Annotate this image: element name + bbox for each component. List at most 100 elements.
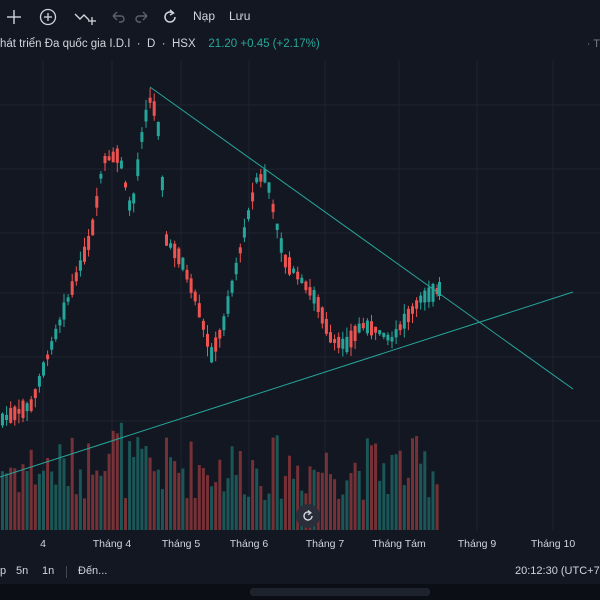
volume-bar-85 xyxy=(349,473,353,530)
candle-body-100 xyxy=(411,306,414,314)
redo-icon[interactable] xyxy=(130,5,154,29)
price-chart[interactable] xyxy=(0,60,600,530)
volume-bar-61 xyxy=(251,460,255,530)
crosshair-icon[interactable] xyxy=(2,5,26,29)
volume-bar-75 xyxy=(308,466,312,530)
volume-bar-96 xyxy=(394,454,398,530)
candle-body-69 xyxy=(283,254,287,268)
candle-body-95 xyxy=(390,337,394,342)
volume-bar-28 xyxy=(115,433,119,530)
candle-body-43 xyxy=(177,248,181,265)
volume-bar-95 xyxy=(390,454,394,530)
volume-bar-4 xyxy=(17,492,21,530)
candle-body-55 xyxy=(226,296,230,314)
save-button[interactable]: Lưu xyxy=(229,9,251,23)
volume-bar-60 xyxy=(247,496,250,530)
x-label-1: Tháng 4 xyxy=(92,538,132,550)
volume-bar-98 xyxy=(402,485,406,530)
candle-body-65 xyxy=(267,182,271,193)
volume-bar-90 xyxy=(370,445,373,530)
volume-bar-103 xyxy=(423,451,427,530)
symbol-name[interactable]: hát triển Đa quốc gia I.D.I xyxy=(0,38,131,50)
volume-bar-104 xyxy=(427,497,431,530)
volume-bar-7 xyxy=(29,449,33,530)
volume-bar-24 xyxy=(99,475,103,530)
candle-body-60 xyxy=(247,210,250,220)
candle-body-last xyxy=(438,282,441,296)
candle-body-12 xyxy=(50,341,54,350)
range-5d[interactable]: 5n xyxy=(16,565,29,577)
candle-body-73 xyxy=(300,277,304,284)
candle-body-78 xyxy=(320,307,324,324)
volume-bar-52 xyxy=(214,482,218,530)
candle-body-61 xyxy=(251,192,255,202)
candle-body-41 xyxy=(169,243,173,248)
candle-body-46 xyxy=(189,278,193,293)
candle-body-70 xyxy=(288,257,291,275)
interval[interactable]: D xyxy=(147,38,156,50)
reload-icon[interactable] xyxy=(158,5,182,29)
volume-bar-48 xyxy=(197,465,201,530)
volume-bar-2 xyxy=(9,467,13,530)
indicator-icon[interactable] xyxy=(72,5,100,29)
candle-body-45 xyxy=(185,269,189,280)
candle-body-83 xyxy=(341,338,345,349)
plus-circle-icon[interactable] xyxy=(36,5,60,29)
candle-body-102 xyxy=(419,295,423,303)
volume-bar-92 xyxy=(378,480,382,530)
volume-bar-50 xyxy=(206,475,209,530)
candle-body-93 xyxy=(382,332,386,337)
candle-body-24 xyxy=(99,173,103,179)
chart-grid xyxy=(0,60,600,530)
candle-body-10 xyxy=(42,362,45,376)
range-1d[interactable]: p xyxy=(0,565,7,577)
range-1n[interactable]: 1n xyxy=(42,565,55,577)
volume-bar-38 xyxy=(156,469,160,530)
x-label-2: Tháng 5 xyxy=(161,538,201,550)
volume-bar-10 xyxy=(42,470,45,530)
volume-bar-20 xyxy=(83,498,86,530)
candle-body-51 xyxy=(210,347,214,363)
volume-bar-29 xyxy=(119,422,123,530)
candle-body-79 xyxy=(324,318,328,334)
candle-body-62 xyxy=(255,177,259,183)
candle-body-80 xyxy=(329,332,332,343)
candle-body-94 xyxy=(386,334,390,341)
undo-icon[interactable] xyxy=(106,5,130,29)
goto-date-button[interactable]: Đến... xyxy=(78,565,108,577)
candle-body-56 xyxy=(230,280,234,293)
volume-bar-46 xyxy=(189,441,193,530)
replay-button[interactable] xyxy=(296,504,320,528)
volume-bar-93 xyxy=(382,463,386,530)
candle-body-68 xyxy=(279,238,283,253)
volume-bar-63 xyxy=(259,485,263,530)
volume-bar-54 xyxy=(222,491,226,530)
candle-body-9 xyxy=(37,376,41,387)
x-label-3: Tháng 6 xyxy=(229,538,269,550)
volume-bar-62 xyxy=(255,468,259,530)
candle-body-82 xyxy=(337,336,341,348)
candle-body-6 xyxy=(25,403,29,412)
volume-bar-23 xyxy=(95,470,99,530)
candle-body-48 xyxy=(197,303,201,318)
candle-body-35 xyxy=(144,109,148,122)
volume-bar-58 xyxy=(238,450,242,530)
volume-bar-87 xyxy=(357,470,361,530)
volume-bar-56 xyxy=(230,446,234,530)
load-button[interactable]: Nạp xyxy=(193,9,216,23)
volume-bar-15 xyxy=(62,458,66,530)
volume-bar-55 xyxy=(226,478,230,530)
candle-body-47 xyxy=(193,291,197,302)
symbol-legend: hát triển Đa quốc gia I.D.I · D · HSX 21… xyxy=(0,38,320,50)
volume-bar-88 xyxy=(361,499,365,530)
candle-body-92 xyxy=(378,330,382,335)
legend-more-text: T xyxy=(593,38,600,50)
volume-bar-86 xyxy=(353,462,357,530)
legend-more[interactable]: · T xyxy=(586,38,600,50)
candle-body-19 xyxy=(78,260,82,271)
volume-bar-35 xyxy=(144,446,148,530)
volume-bar-18 xyxy=(74,494,78,530)
candle-body-98 xyxy=(402,313,406,329)
volume-bar-0 xyxy=(1,471,4,530)
volume-bar-14 xyxy=(58,444,62,530)
